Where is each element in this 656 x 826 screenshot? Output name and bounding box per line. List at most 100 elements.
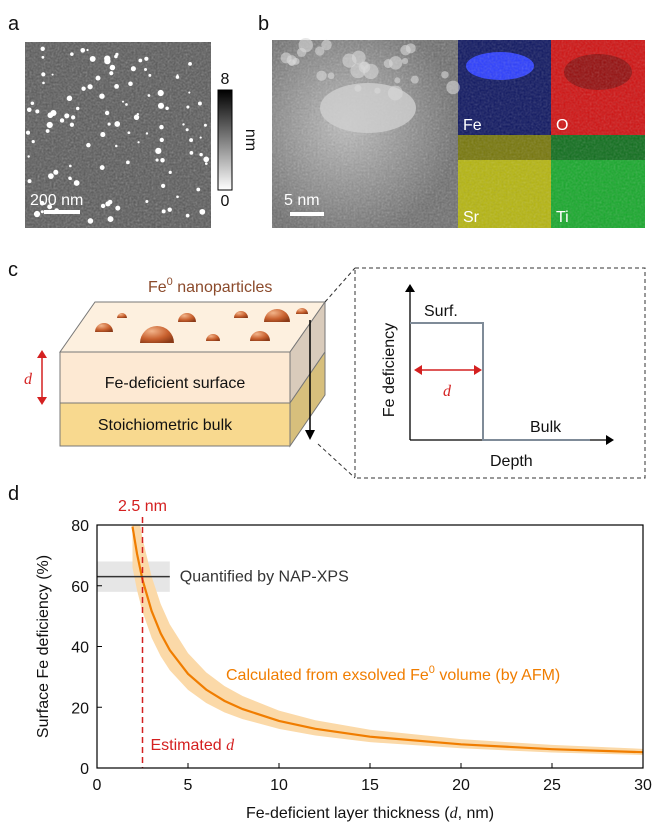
arrow-head	[37, 350, 47, 358]
stem-particle	[402, 58, 408, 64]
afm-particle	[125, 103, 128, 106]
stem-particle	[389, 56, 402, 69]
uncertainty-band	[132, 473, 643, 755]
afm-particle	[26, 131, 30, 135]
map-label: Ti	[556, 209, 569, 226]
afm-particle	[205, 162, 208, 165]
afm-particle	[69, 165, 72, 168]
plot-area	[97, 473, 643, 755]
x-tick-label: 25	[543, 777, 561, 794]
afm-particle	[99, 93, 104, 98]
afm-particle	[188, 92, 190, 94]
afm-particle	[126, 161, 130, 165]
panel-label: c	[8, 259, 18, 281]
label-part: nanoparticles	[173, 279, 273, 296]
afm-particle	[145, 200, 148, 203]
label-part: Fe	[148, 279, 167, 296]
figure: a b c d 200 nm 8 nm 0 5 nm Fe O Sr Ti Fe…	[0, 0, 656, 826]
panel-label: b	[258, 13, 269, 35]
scale-label: 200 nm	[30, 192, 83, 209]
afm-particle	[31, 101, 35, 105]
stem-particle	[411, 76, 419, 84]
stem-particle	[328, 72, 335, 79]
afm-particle	[90, 56, 96, 62]
afm-particle	[35, 109, 39, 113]
afm-particle	[189, 138, 193, 142]
afm-particle	[200, 137, 202, 139]
stem-particle	[441, 71, 448, 78]
y-tick-label: 0	[80, 761, 89, 778]
afm-particle	[161, 184, 165, 188]
afm-particle	[144, 68, 147, 71]
thickness-symbol: d	[443, 383, 452, 400]
afm-particle	[165, 107, 169, 111]
afm-particle	[74, 180, 80, 186]
afm-particle	[80, 48, 85, 53]
x-axis-label: Fe-deficient layer thickness (d, nm)	[246, 805, 494, 822]
afm-particle	[67, 114, 69, 116]
curve	[132, 527, 643, 753]
map-texture	[458, 40, 645, 228]
scale-bar	[290, 212, 324, 216]
afm-particle	[159, 125, 163, 129]
scale-bar	[44, 210, 80, 214]
map-label: O	[556, 117, 568, 134]
y-tick-label: 40	[71, 640, 89, 657]
zoom-line	[325, 268, 355, 302]
afm-particle	[104, 55, 110, 61]
inset-y-label: Fe deficiency	[381, 323, 398, 417]
afm-particle	[70, 123, 74, 127]
x-tick-label: 10	[270, 777, 288, 794]
afm-particle	[53, 170, 58, 175]
afm-particle	[148, 74, 151, 77]
afm-particle	[186, 214, 190, 218]
colorbar-min: 0	[221, 193, 230, 210]
bulk-layer-label: Stoichiometric bulk	[98, 417, 233, 434]
afm-particle	[50, 110, 56, 116]
afm-particle	[162, 209, 166, 213]
inset-frame	[355, 268, 645, 478]
stem-particle	[394, 77, 400, 83]
stem-particle	[446, 81, 460, 95]
bulk-label: Bulk	[530, 419, 562, 436]
particles-label: Fe0 nanoparticles	[148, 276, 272, 296]
stem-particle	[293, 58, 300, 65]
stem-particle	[359, 61, 370, 72]
afm-particle	[168, 207, 172, 211]
afm-particle	[160, 158, 164, 162]
afm-particle	[86, 143, 90, 147]
afm-particle	[199, 209, 205, 215]
afm-particle	[27, 155, 29, 157]
afm-particle	[186, 105, 189, 108]
colorbar-max: 8	[221, 71, 230, 88]
afm-particle	[131, 66, 136, 71]
estimate-value: 2.5 nm	[118, 498, 167, 515]
afm-particle	[160, 138, 164, 142]
map-label: Fe	[463, 117, 482, 134]
afm-particle	[203, 157, 209, 163]
scale-label: 5 nm	[284, 192, 320, 209]
afm-particle	[100, 132, 105, 137]
afm-particle	[110, 65, 115, 70]
deficiency-profile	[410, 323, 590, 440]
afm-particle	[52, 74, 54, 76]
panel-label: d	[8, 483, 19, 505]
afm-particle	[96, 76, 101, 81]
afm-particle	[169, 171, 172, 174]
afm-particle	[42, 56, 45, 59]
afm-particle	[46, 129, 50, 133]
x-tick-label: 30	[634, 777, 652, 794]
page: {"panel_labels": ["a", "b", "c", "d"], "…	[0, 0, 656, 826]
afm-particle	[67, 96, 72, 101]
afm-particle	[41, 210, 44, 213]
x-tick-label: 15	[361, 777, 379, 794]
label-part: Calculated from exsolved Fe	[226, 667, 429, 684]
label-part: volume (by AFM)	[435, 667, 560, 684]
afm-particle	[182, 123, 184, 125]
zoom-line	[318, 444, 355, 478]
thickness-symbol: d	[24, 371, 33, 388]
afm-particle	[158, 103, 164, 109]
afm-particle	[68, 177, 71, 180]
label-part: Fe-deficient layer thickness (	[246, 805, 450, 822]
stem-particle	[388, 86, 403, 101]
